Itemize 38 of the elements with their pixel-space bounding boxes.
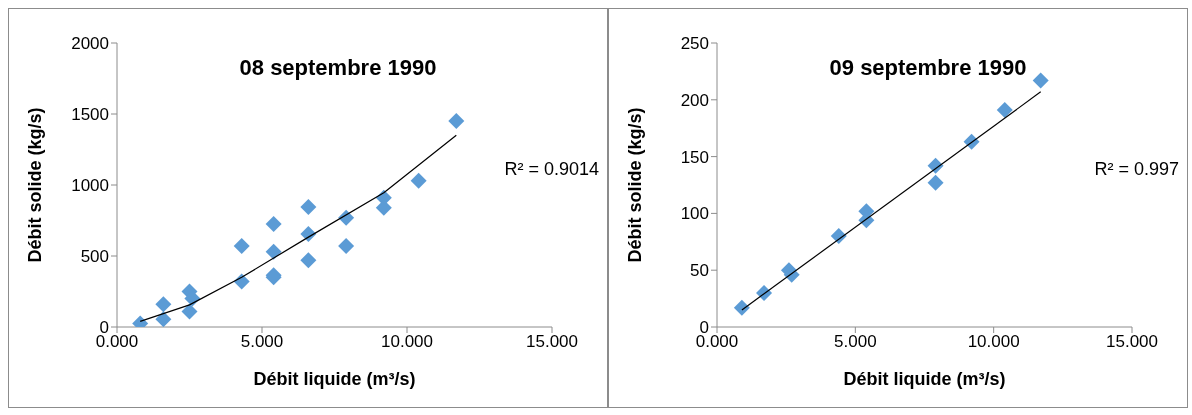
x-tick-label: 10.000 xyxy=(381,332,433,352)
point xyxy=(1032,72,1049,89)
point xyxy=(448,113,465,130)
x-tick-label: 5.000 xyxy=(240,332,284,352)
point xyxy=(265,216,282,233)
x-tick-label: 15.000 xyxy=(526,332,578,352)
y-tick-label: 250 xyxy=(680,34,709,54)
x-axis-title: Débit liquide (m³/s) xyxy=(843,369,1006,389)
point xyxy=(181,303,198,320)
point xyxy=(300,252,317,269)
y-tick-label: 2000 xyxy=(71,34,109,54)
y-axis-title: Débit solide (kg/s) xyxy=(25,107,46,263)
point xyxy=(410,172,427,189)
point xyxy=(733,299,750,316)
x-axis-title: Débit liquide (m³/s) xyxy=(253,369,416,389)
y-tick-label: 500 xyxy=(80,247,109,267)
point xyxy=(265,243,282,260)
y-tick-label: 50 xyxy=(690,261,709,281)
y-tick-label: 150 xyxy=(680,147,709,167)
y-axis-title: Débit solide (kg/s) xyxy=(625,107,646,263)
point xyxy=(233,238,250,255)
x-tick-label: 5.000 xyxy=(834,332,877,352)
point xyxy=(300,199,317,216)
point xyxy=(155,311,172,327)
point xyxy=(996,102,1013,119)
y-tick-label: 1500 xyxy=(71,105,109,125)
y-tick-label: 100 xyxy=(680,204,709,224)
text: 08 septembre 1990 xyxy=(238,55,438,81)
point xyxy=(927,174,944,191)
text: 09 septembre 1990 xyxy=(828,55,1028,81)
x-tick-label: 15.000 xyxy=(1106,332,1158,352)
x-tick-label: 10.000 xyxy=(967,332,1020,352)
annotation: R² = 0.997 xyxy=(1094,159,1179,180)
point xyxy=(338,238,355,255)
annotation: R² = 0.9014 xyxy=(504,159,599,180)
point xyxy=(155,296,172,313)
y-tick-label: 200 xyxy=(680,90,709,110)
y-tick-label: 1000 xyxy=(71,176,109,196)
